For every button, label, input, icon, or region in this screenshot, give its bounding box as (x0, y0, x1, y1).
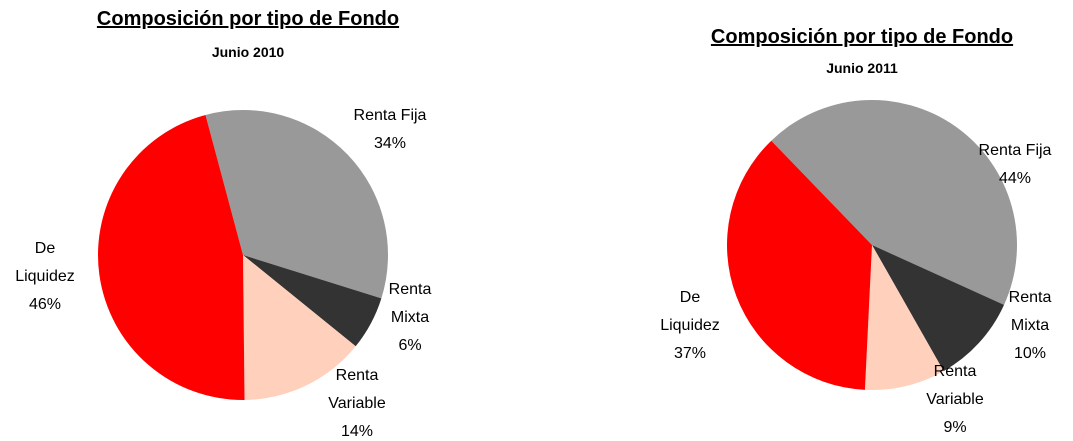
slice-value: 44% (998, 170, 1032, 187)
slice-value: 10% (1013, 345, 1047, 362)
pie-slice (98, 114, 245, 400)
chart-subtitle: Junio 2010 (211, 44, 285, 60)
slice-value: 6% (398, 337, 422, 354)
pie-slice (864, 245, 944, 391)
slice-value: 34% (373, 135, 407, 152)
slice-name: Renta Variable (926, 363, 984, 408)
slice-name: Renta Fija (353, 107, 427, 124)
slice-label: De Liquidez 37% (655, 284, 725, 368)
slice-label: De Liquidez 46% (10, 235, 80, 319)
chart-subtitle: Junio 2011 (826, 60, 898, 76)
slice-name: Renta Fija (978, 142, 1052, 159)
pie-slice (243, 255, 356, 400)
slice-name: Renta Mixta (388, 281, 432, 326)
slice-name: De Liquidez (15, 240, 75, 285)
slice-label: Renta Variable 9% (915, 358, 995, 441)
pie-slice (872, 245, 1005, 372)
slice-label: Renta Fija 44% (950, 137, 1073, 193)
slice-label: Renta Mixta 6% (375, 276, 445, 360)
slice-name: De Liquidez (660, 289, 720, 334)
slice-label: Renta Fija 34% (325, 102, 455, 158)
slice-value: 37% (673, 345, 707, 362)
slice-name: Renta Mixta (1008, 289, 1052, 334)
pie-slice (205, 110, 388, 299)
chart-title: Composición por tipo de Fondo (710, 26, 1014, 48)
pie-slice (727, 140, 872, 390)
chart-title: Composición por tipo de Fondo (96, 8, 400, 30)
pie-slice (771, 99, 1017, 305)
slice-value: 9% (943, 419, 967, 436)
slice-name: Renta Variable (328, 367, 386, 412)
slice-value: 46% (28, 296, 62, 313)
slice-label: Renta Mixta 10% (995, 284, 1065, 368)
slice-value: 14% (340, 423, 374, 440)
pie-slice (243, 255, 382, 347)
slice-label: Renta Variable 14% (317, 362, 397, 441)
